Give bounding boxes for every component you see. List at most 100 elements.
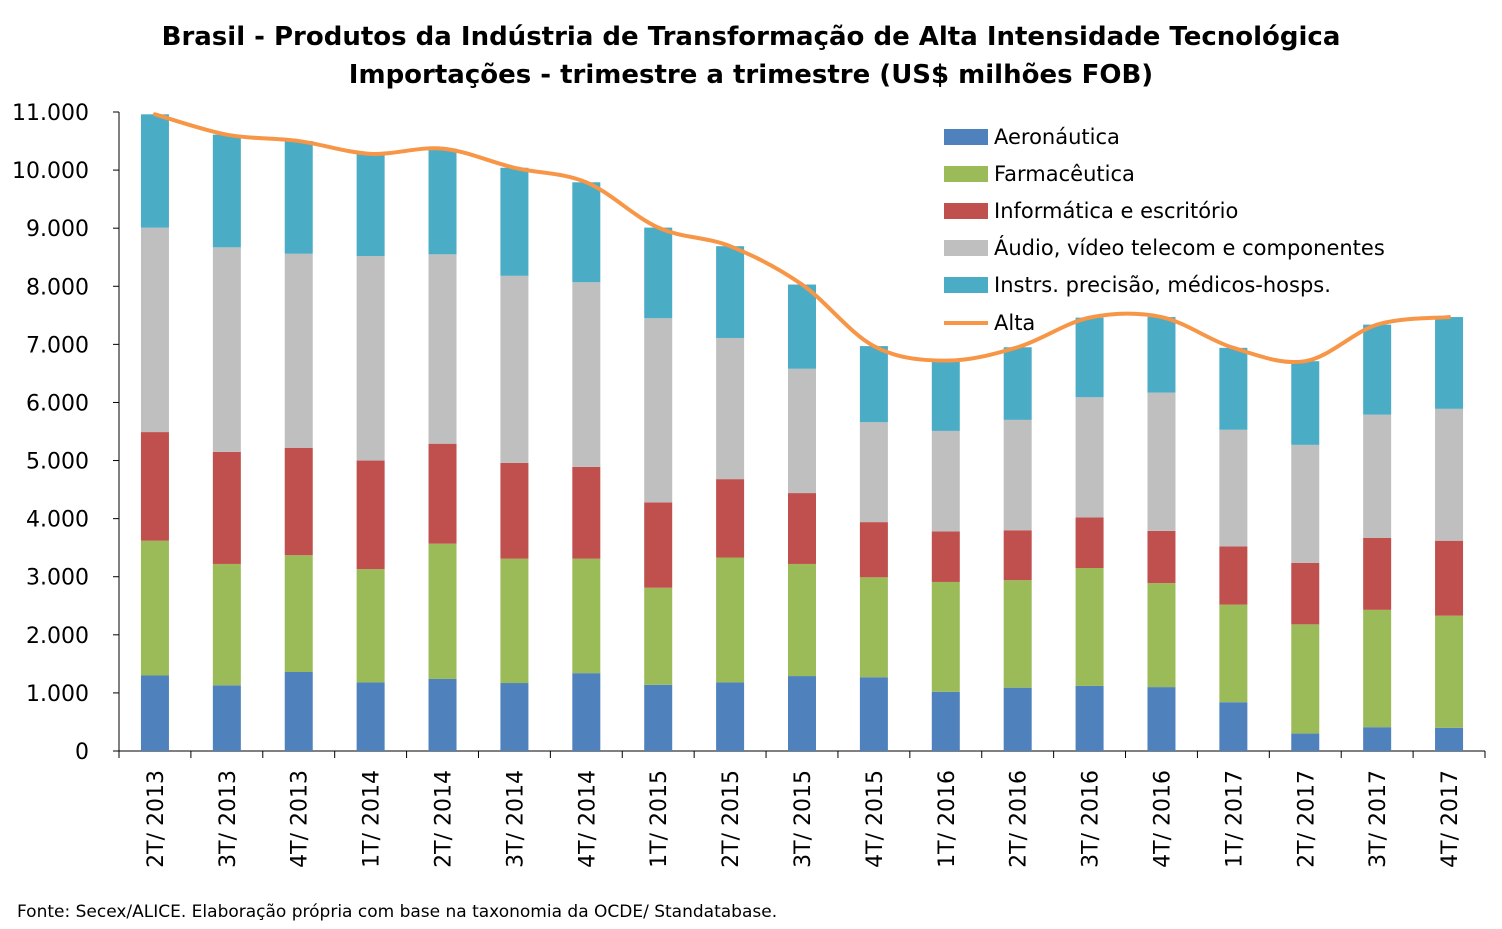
bar-instrs-precisao	[931, 360, 960, 431]
bar-farmaceutica	[644, 587, 673, 685]
x-tick-label: 1T/ 2016	[935, 770, 960, 868]
bar-instrs-precisao	[1435, 317, 1464, 409]
x-tick-label: 1T/ 2017	[1222, 770, 1247, 868]
bar-instrs-precisao	[1003, 347, 1032, 420]
bar-audio-video	[284, 253, 313, 448]
bar-aeronautica	[931, 691, 960, 751]
legend-swatch-farmaceutica	[944, 165, 988, 182]
bar-farmaceutica	[1147, 583, 1176, 688]
bar-informatica	[572, 466, 601, 559]
bar-informatica	[1363, 537, 1392, 610]
bar-audio-video	[716, 337, 745, 480]
bar-informatica	[644, 502, 673, 588]
bar-aeronautica	[1147, 687, 1176, 751]
bar-aeronautica	[356, 682, 385, 751]
bar-farmaceutica	[716, 557, 745, 683]
bar-audio-video	[1291, 444, 1320, 563]
bar-instrs-precisao	[1147, 317, 1176, 393]
y-tick-label: 3.000	[26, 566, 89, 591]
bar-farmaceutica	[788, 563, 816, 677]
legend-item-aeronautica: Aeronáutica	[944, 118, 1385, 155]
bar-audio-video	[788, 368, 816, 494]
bar-informatica	[1003, 530, 1032, 581]
bar-instrs-precisao	[788, 284, 816, 369]
chart-subtitle: Importações - trimestre a trimestre (US$…	[348, 60, 1154, 90]
bar-instrs-precisao	[716, 246, 745, 338]
bar-instrs-precisao	[1075, 317, 1104, 398]
legend-item-audio-video: Áudio, vídeo telecom e componentes	[944, 230, 1385, 267]
x-tick-label: 4T/ 2013	[288, 770, 313, 868]
x-tick-label: 4T/ 2016	[1150, 770, 1175, 868]
bar-audio-video	[428, 254, 457, 444]
bar-instrs-precisao	[284, 141, 313, 254]
bar-informatica	[212, 451, 241, 564]
bar-instrs-precisao	[572, 182, 601, 283]
x-tick-label: 3T/ 2016	[1079, 770, 1104, 868]
bar-audio-video	[1435, 408, 1464, 541]
bar-farmaceutica	[428, 543, 457, 679]
chart-title: Brasil - Produtos da Indústria de Transf…	[161, 22, 1341, 52]
bar-audio-video	[1219, 429, 1248, 547]
legend-item-instrs-precisao: Instrs. precisão, médicos-hosps.	[944, 267, 1385, 304]
bar-aeronautica	[428, 678, 457, 751]
bar-informatica	[859, 522, 888, 578]
bar-audio-video	[356, 256, 385, 461]
bar-informatica	[1435, 540, 1464, 616]
bar-farmaceutica	[284, 555, 313, 672]
bar-aeronautica	[284, 671, 313, 751]
bar-instrs-precisao	[644, 227, 673, 319]
bar-aeronautica	[212, 685, 241, 751]
legend-item-farmaceutica: Farmacêutica	[944, 155, 1385, 192]
bar-informatica	[356, 460, 385, 570]
x-tick-label: 2T/ 2015	[719, 770, 744, 868]
legend-item-informatica: Informática e escritório	[944, 192, 1385, 229]
bar-informatica	[500, 462, 529, 559]
bar-audio-video	[500, 275, 529, 463]
bar-aeronautica	[1363, 727, 1392, 751]
bar-farmaceutica	[931, 581, 960, 692]
legend-label-audio-video: Áudio, vídeo telecom e componentes	[994, 236, 1385, 261]
bar-aeronautica	[788, 676, 816, 751]
bar-farmaceutica	[1003, 580, 1032, 688]
bar-instrs-precisao	[140, 114, 169, 228]
y-tick-label: 10.000	[12, 159, 89, 184]
bar-audio-video	[931, 430, 960, 532]
x-tick-label: 2T/ 2014	[432, 770, 457, 868]
bar-instrs-precisao	[1291, 361, 1320, 445]
bar-audio-video	[1003, 419, 1032, 531]
bar-instrs-precisao	[356, 153, 385, 257]
bar-farmaceutica	[1363, 609, 1392, 728]
bar-instrs-precisao	[428, 148, 457, 255]
legend-label-alta: Alta	[994, 310, 1036, 335]
x-tick-label: 3T/ 2013	[216, 770, 241, 868]
legend-label-informatica: Informática e escritório	[994, 198, 1239, 223]
y-tick-label: 9.000	[26, 217, 89, 242]
y-tick-label: 4.000	[26, 508, 89, 533]
bar-informatica	[428, 443, 457, 544]
bar-informatica	[1219, 546, 1248, 605]
bar-audio-video	[1147, 392, 1176, 531]
bar-informatica	[1147, 530, 1176, 584]
x-tick-label: 3T/ 2015	[791, 770, 816, 868]
bar-audio-video	[572, 282, 601, 467]
bar-farmaceutica	[859, 577, 888, 678]
bar-informatica	[1291, 562, 1320, 625]
bar-farmaceutica	[1219, 604, 1248, 703]
legend-label-aeronautica: Aeronáutica	[994, 124, 1120, 149]
bar-informatica	[716, 479, 745, 558]
legend-label-farmaceutica: Farmacêutica	[994, 161, 1135, 186]
x-tick-label: 2T/ 2017	[1294, 770, 1319, 868]
y-tick-label: 5.000	[26, 450, 89, 475]
y-tick-label: 6.000	[26, 391, 89, 416]
bar-aeronautica	[859, 677, 888, 751]
legend-swatch-audio-video	[944, 240, 988, 257]
y-tick-label: 11.000	[12, 101, 89, 126]
bar-audio-video	[644, 318, 673, 503]
y-tick-label: 7.000	[26, 333, 89, 358]
y-tick-label: 8.000	[26, 275, 89, 300]
bar-informatica	[788, 493, 816, 564]
legend-swatch-alta	[944, 320, 988, 325]
bar-aeronautica	[1291, 733, 1320, 751]
bar-aeronautica	[1003, 687, 1032, 751]
